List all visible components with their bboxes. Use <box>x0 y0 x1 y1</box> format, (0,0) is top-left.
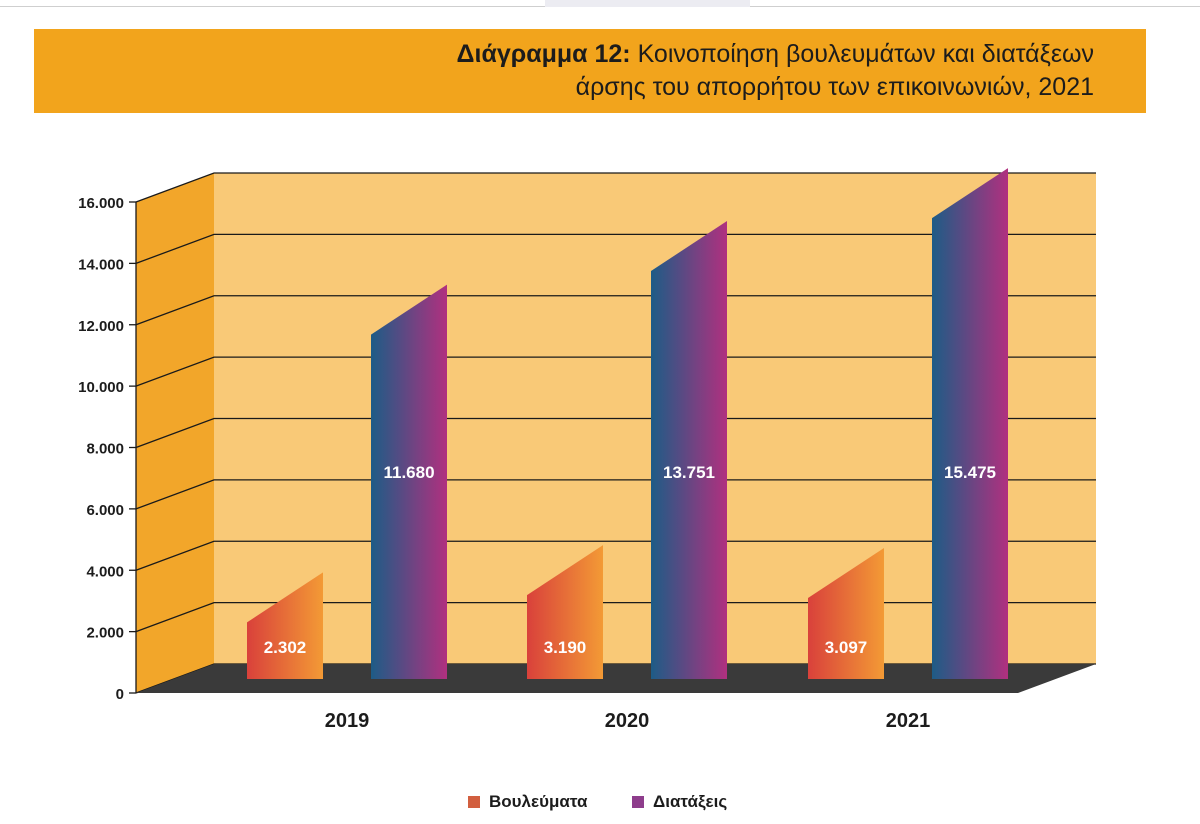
data-label: 11.680 <box>383 463 434 482</box>
data-label: 13.751 <box>663 463 715 482</box>
title-line-2: άρσης του απορρήτου των επικοινωνιών, 20… <box>575 73 1094 101</box>
bar-vouleumata-2019 <box>247 572 323 679</box>
chart-title: Διάγραμμα 12: Κοινοποίηση βουλευμάτων κα… <box>194 38 1094 104</box>
y-tick-label: 10.000 <box>78 379 124 396</box>
gridline <box>135 479 1096 510</box>
y-tick-label: 12.000 <box>78 318 124 335</box>
y-tick-label: 2.000 <box>86 625 124 642</box>
top-tab-strip <box>545 0 750 7</box>
legend-label-diataxeis: Διατάξεις <box>653 792 728 811</box>
legend-swatch-vouleumata <box>468 796 480 808</box>
data-label: 2.302 <box>264 638 307 657</box>
bar-diataxeis-2020 <box>651 221 727 680</box>
y-tick-label: 4.000 <box>86 563 124 580</box>
x-tick-label: 2020 <box>605 710 650 732</box>
gridline <box>135 356 1096 387</box>
y-tick-label: 6.000 <box>86 502 124 519</box>
legend-swatch-diataxeis <box>632 796 644 808</box>
y-tick-label: 14.000 <box>78 256 124 273</box>
y-tick-label: 8.000 <box>86 441 124 458</box>
x-tick-label: 2021 <box>886 710 931 732</box>
legend-label-vouleumata: Βουλεύματα <box>489 792 588 811</box>
gridline <box>135 172 1096 203</box>
gridline <box>135 295 1096 326</box>
data-label: 3.097 <box>825 638 868 657</box>
bar-diataxeis-2019 <box>371 284 447 679</box>
data-label: 15.475 <box>944 463 996 482</box>
title-banner: Διάγραμμα 12: Κοινοποίηση βουλευμάτων κα… <box>34 29 1146 113</box>
legend-item-vouleumata: Βουλεύματα <box>468 792 587 812</box>
gridline <box>135 601 1096 633</box>
legend-item-diataxeis: Διατάξεις <box>632 792 727 812</box>
gridline <box>135 233 1096 264</box>
legend: Βουλεύματα Διατάξεις <box>0 792 1200 814</box>
y-tick-label: 16.000 <box>78 195 124 212</box>
bar-vouleumata-2021 <box>808 547 884 679</box>
gridline <box>135 417 1096 449</box>
data-label: 3.190 <box>544 638 587 657</box>
title-text-1: Κοινοποίηση βουλευμάτων και διατάξεων <box>637 40 1094 68</box>
bar-diataxeis-2021 <box>932 168 1008 679</box>
y-tick-label: 0 <box>116 686 124 703</box>
bar-vouleumata-2020 <box>527 545 603 679</box>
x-tick-label: 2019 <box>325 710 370 732</box>
title-line-1: Διάγραμμα 12: Κοινοποίηση βουλευμάτων κα… <box>194 38 1094 71</box>
gridline <box>135 540 1096 571</box>
title-label: Διάγραμμα 12: <box>456 40 631 68</box>
